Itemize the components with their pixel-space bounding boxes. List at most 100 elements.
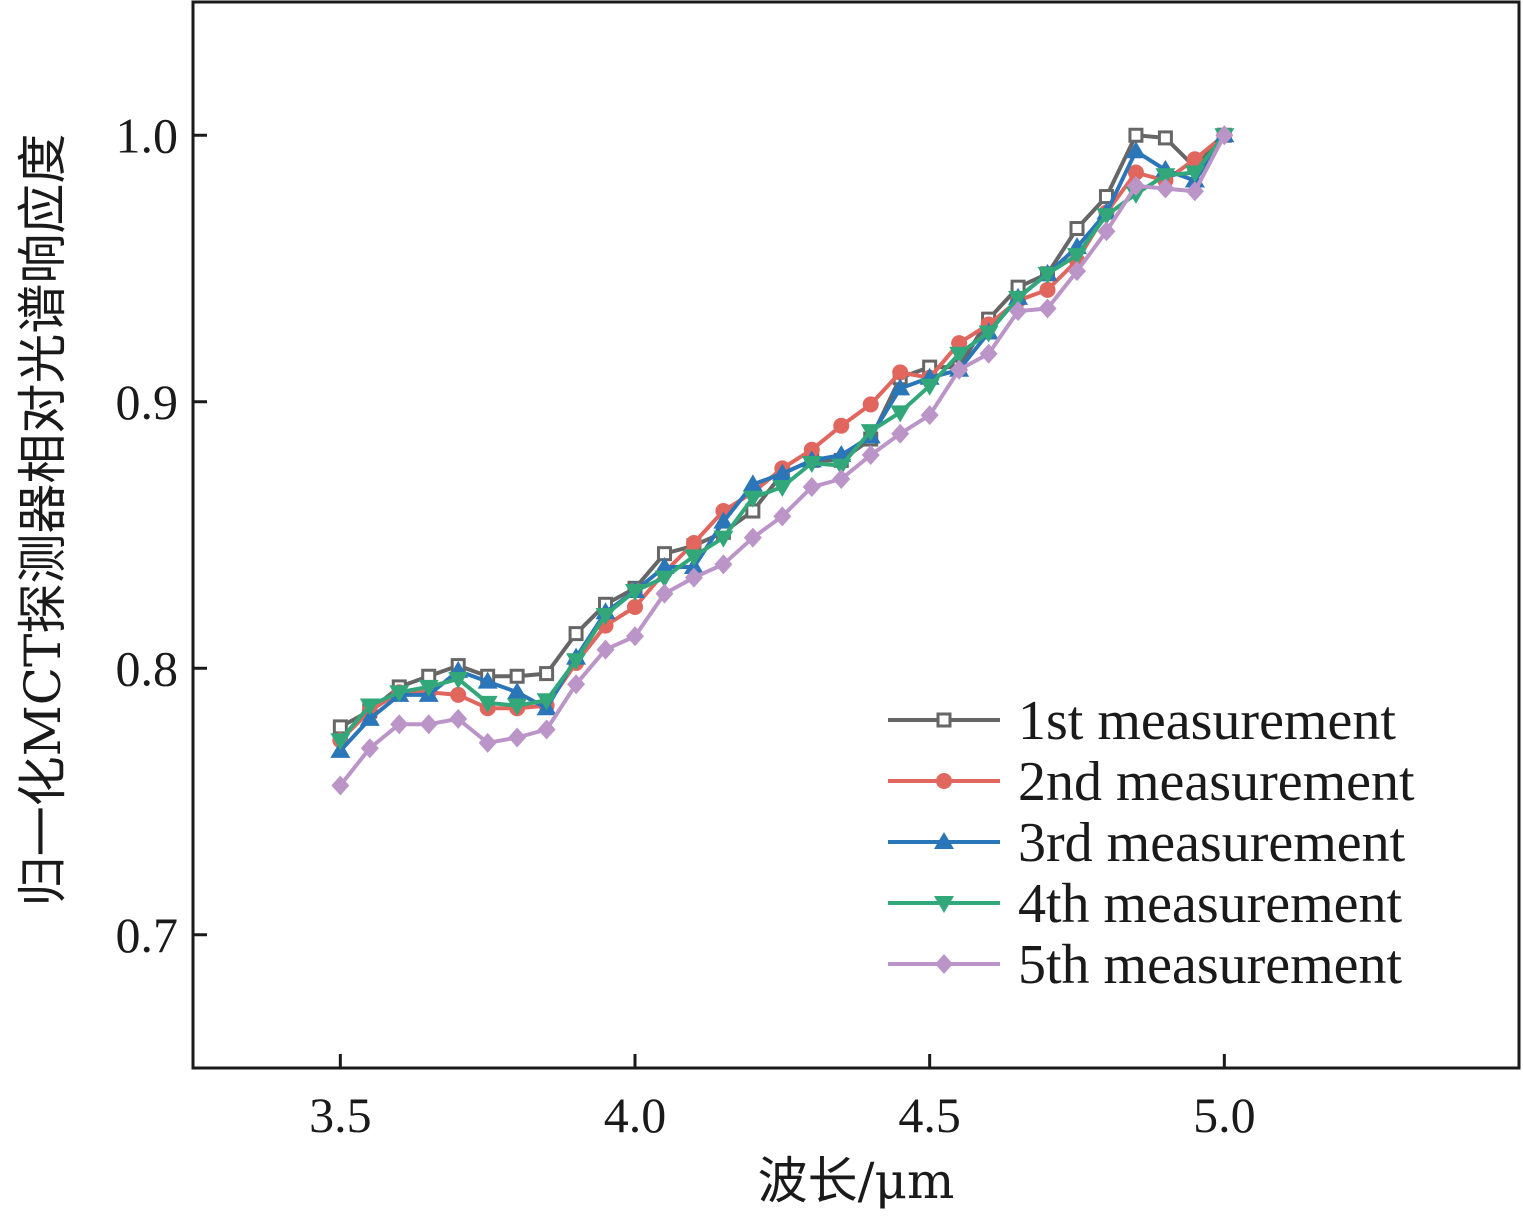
data-point [801, 456, 822, 474]
series-5 [331, 125, 1234, 796]
data-point [891, 423, 910, 444]
series-line [338, 134, 1226, 742]
legend-item: 3rd measurement [888, 812, 1406, 874]
data-point [1009, 301, 1028, 322]
y-axis-title: 归一化MCT探测器相对光谱响应度 [14, 134, 72, 907]
data-point [507, 698, 528, 716]
data-point [330, 733, 351, 751]
data-point [1186, 151, 1203, 168]
legend-label: 5th measurement [1018, 934, 1403, 996]
series-layer [330, 125, 1235, 796]
data-point [477, 695, 498, 713]
data-point [654, 556, 675, 574]
legend-label: 1st measurement [1018, 690, 1396, 752]
data-point [919, 378, 940, 396]
data-point [1067, 248, 1087, 266]
data-point [654, 570, 675, 588]
data-point [772, 480, 793, 498]
data-point [508, 727, 527, 748]
y-tick-label: 0.8 [116, 640, 179, 696]
data-point [359, 708, 380, 726]
data-point [595, 607, 616, 625]
series-line [338, 133, 1226, 742]
data-point [655, 583, 674, 604]
data-point [803, 441, 820, 458]
series-1 [332, 127, 1232, 735]
data-point [1155, 168, 1176, 186]
data-point [714, 554, 733, 575]
legend-item: 1st measurement [888, 690, 1396, 752]
data-point [331, 775, 350, 796]
data-point [1097, 221, 1116, 242]
data-point [1039, 281, 1056, 298]
legend-marker [936, 773, 952, 789]
data-point [567, 674, 586, 695]
legend-marker [934, 832, 954, 849]
data-point [359, 698, 380, 716]
series-line [339, 133, 1226, 729]
data-point [1069, 221, 1085, 237]
legend-marker [934, 896, 954, 913]
data-point [773, 506, 792, 527]
series-3 [330, 125, 1235, 758]
data-point [478, 732, 497, 753]
data-point [389, 685, 410, 703]
data-point [713, 530, 734, 548]
data-point [1156, 178, 1175, 199]
plot-frame [191, 0, 1521, 1070]
data-point [949, 346, 970, 364]
data-point [1096, 208, 1117, 226]
data-point [627, 598, 643, 615]
data-point [596, 639, 615, 660]
data-point [448, 671, 469, 689]
y-tick-label: 0.9 [116, 374, 179, 430]
data-point [1215, 125, 1234, 146]
data-point [684, 567, 703, 588]
data-point [950, 359, 969, 380]
data-point [713, 511, 734, 529]
data-point [566, 653, 587, 671]
data-point [1157, 130, 1173, 146]
data-point [1127, 164, 1144, 181]
data-point [1068, 261, 1086, 282]
legend-item: 5th measurement [888, 934, 1403, 996]
data-point [685, 534, 702, 551]
data-point [536, 693, 557, 711]
data-point [862, 396, 879, 413]
data-point [625, 583, 645, 601]
data-point [450, 686, 467, 703]
x-tick-label: 4.5 [898, 1087, 961, 1143]
data-point [332, 719, 348, 735]
legend-label: 2nd measurement [1018, 751, 1415, 813]
data-point [742, 474, 763, 492]
data-point [418, 679, 439, 697]
legend-marker [936, 712, 952, 728]
x-axis-ticks: 3.5 4.0 4.5 5.0 [309, 1054, 1256, 1143]
data-point [1038, 298, 1057, 319]
data-point [419, 714, 438, 735]
data-point [477, 671, 498, 689]
y-axis-ticks: 0.7 0.8 0.9 1.0 [116, 107, 207, 963]
data-point [772, 463, 793, 481]
data-point [979, 343, 998, 364]
x-tick-label: 4.0 [604, 1087, 667, 1143]
data-point [978, 325, 999, 343]
data-point [890, 378, 911, 396]
data-point [890, 405, 911, 423]
data-point [892, 364, 909, 381]
data-point [802, 477, 821, 498]
data-point [539, 666, 555, 682]
data-point [360, 738, 379, 759]
data-point [920, 405, 939, 426]
legend-item: 4th measurement [888, 873, 1403, 935]
data-point [1185, 181, 1204, 202]
legend-label: 3rd measurement [1018, 812, 1406, 874]
data-point [568, 626, 584, 642]
data-point [831, 458, 852, 476]
data-point [626, 626, 644, 647]
data-point [861, 445, 880, 466]
data-point [833, 417, 850, 434]
series-line [338, 134, 1226, 753]
